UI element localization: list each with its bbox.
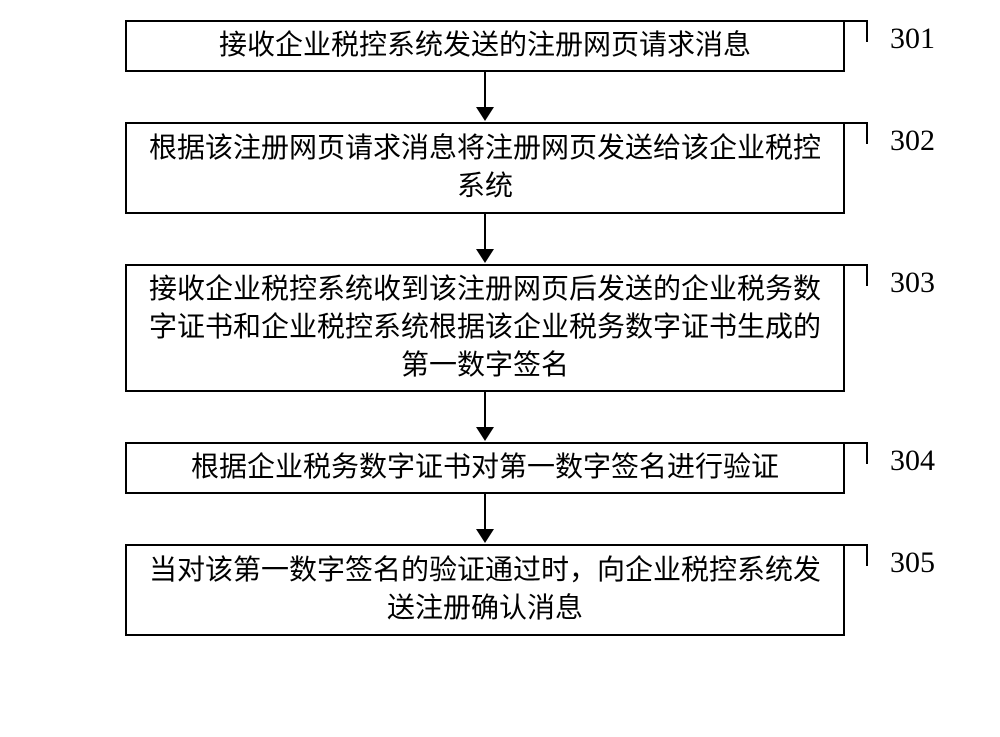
step-label-305: 305 [890, 546, 935, 580]
step-box-304: 根据企业税务数字证书对第一数字签名进行验证 [125, 442, 845, 494]
arrow-row [20, 494, 980, 544]
label-tick [828, 20, 868, 42]
step-row: 根据企业税务数字证书对第一数字签名进行验证 304 [20, 442, 980, 494]
arrow-head-icon [476, 107, 494, 121]
flowchart-container: 接收企业税控系统发送的注册网页请求消息 301 根据该注册网页请求消息将注册网页发送… [20, 20, 980, 636]
step-box-302: 根据该注册网页请求消息将注册网页发送给该企业税控系统 [125, 122, 845, 214]
arrow-down [476, 72, 494, 122]
arrow-line [484, 392, 486, 428]
step-label-302: 302 [890, 124, 935, 158]
step-row: 接收企业税控系统发送的注册网页请求消息 301 [20, 20, 980, 72]
arrow-line [484, 72, 486, 108]
step-label-304: 304 [890, 444, 935, 478]
arrow-line [484, 214, 486, 250]
arrow-head-icon [476, 249, 494, 263]
label-tick [828, 122, 868, 144]
arrow-head-icon [476, 529, 494, 543]
step-row: 根据该注册网页请求消息将注册网页发送给该企业税控系统 302 [20, 122, 980, 214]
arrow-head-icon [476, 427, 494, 441]
arrow-row [20, 72, 980, 122]
label-tick [828, 442, 868, 464]
step-box-305: 当对该第一数字签名的验证通过时，向企业税控系统发送注册确认消息 [125, 544, 845, 636]
arrow-line [484, 494, 486, 530]
arrow-down [476, 214, 494, 264]
step-row: 接收企业税控系统收到该注册网页后发送的企业税务数字证书和企业税控系统根据该企业税… [20, 264, 980, 392]
step-label-301: 301 [890, 22, 935, 56]
step-label-303: 303 [890, 266, 935, 300]
arrow-row [20, 392, 980, 442]
step-box-301: 接收企业税控系统发送的注册网页请求消息 [125, 20, 845, 72]
step-box-303: 接收企业税控系统收到该注册网页后发送的企业税务数字证书和企业税控系统根据该企业税… [125, 264, 845, 392]
step-row: 当对该第一数字签名的验证通过时，向企业税控系统发送注册确认消息 305 [20, 544, 980, 636]
arrow-down [476, 392, 494, 442]
arrow-down [476, 494, 494, 544]
arrow-row [20, 214, 980, 264]
label-tick [828, 264, 868, 286]
label-tick [828, 544, 868, 566]
